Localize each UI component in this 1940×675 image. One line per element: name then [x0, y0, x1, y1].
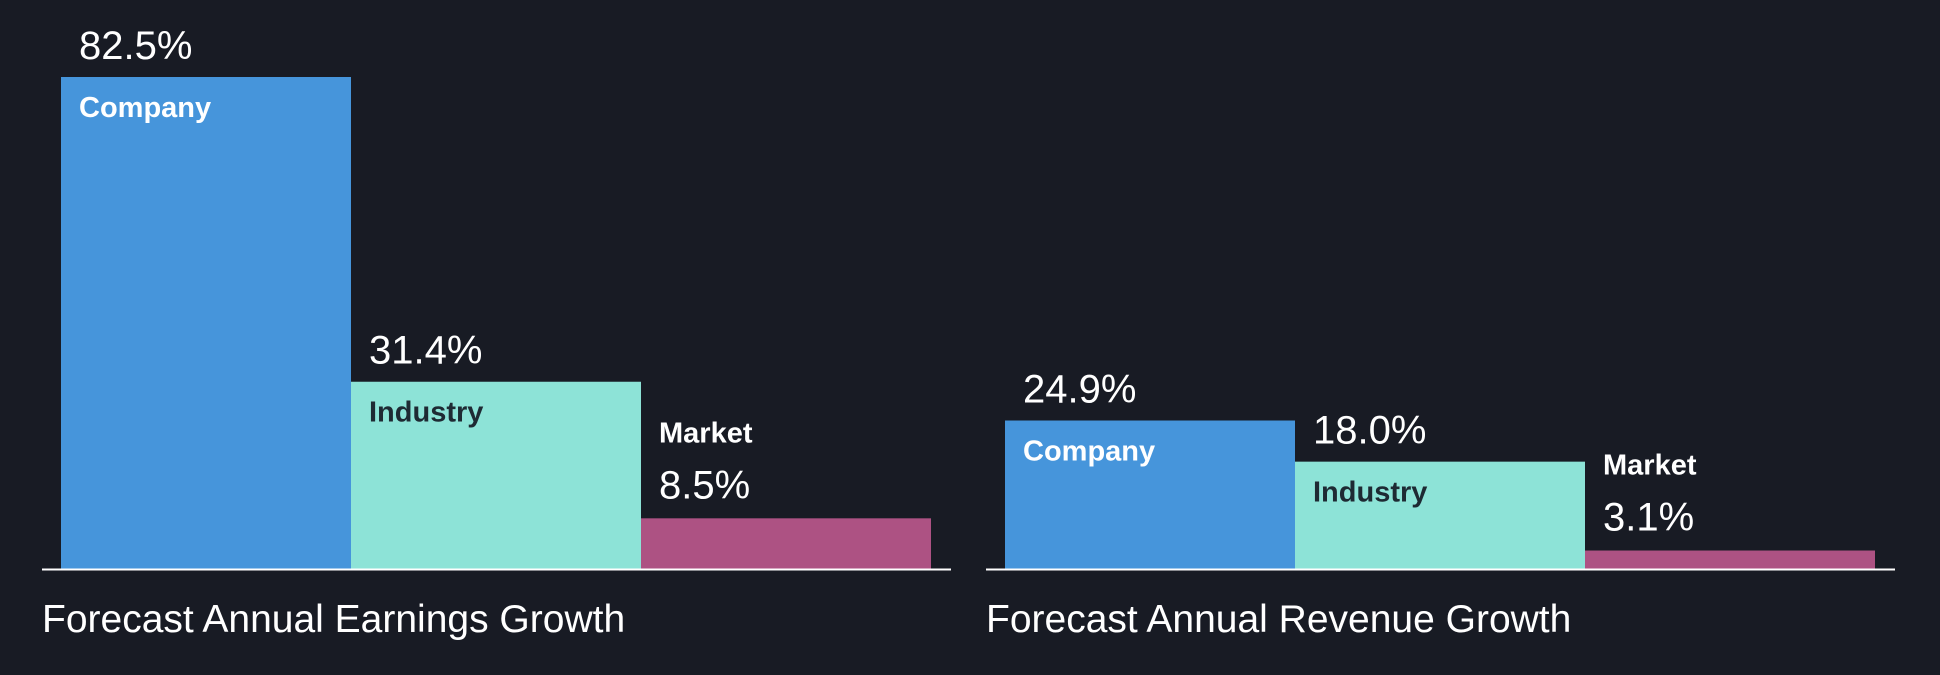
company-category-label: Company — [79, 92, 211, 124]
company-value-label: 82.5% — [79, 24, 192, 68]
chart-title: Forecast Annual Earnings Growth — [42, 598, 625, 641]
industry-category-label: Industry — [369, 397, 483, 429]
industry-value-label: 31.4% — [369, 329, 482, 373]
market-category-label: Market — [1603, 450, 1697, 482]
market-value-label: 3.1% — [1603, 496, 1694, 540]
company-bar — [1005, 420, 1295, 569]
chart-title: Forecast Annual Revenue Growth — [986, 598, 1571, 641]
company-bar — [61, 77, 351, 569]
chart-panel-2: 24.9% Company 18.0% Industry 3.1% Market Forec… — [986, 368, 1895, 641]
market-bar — [641, 518, 931, 569]
industry-bar — [1295, 461, 1585, 569]
market-bar — [1585, 550, 1875, 569]
market-category-label: Market — [659, 417, 753, 449]
company-category-label: Company — [1023, 436, 1155, 468]
chart-panel-1: 82.5% Company 31.4% Industry 8.5% Market Forec… — [42, 24, 951, 641]
industry-bar — [351, 381, 641, 569]
industry-category-label: Industry — [1313, 477, 1427, 509]
market-value-label: 8.5% — [659, 463, 750, 507]
company-value-label: 24.9% — [1023, 368, 1136, 412]
industry-value-label: 18.0% — [1313, 409, 1426, 453]
